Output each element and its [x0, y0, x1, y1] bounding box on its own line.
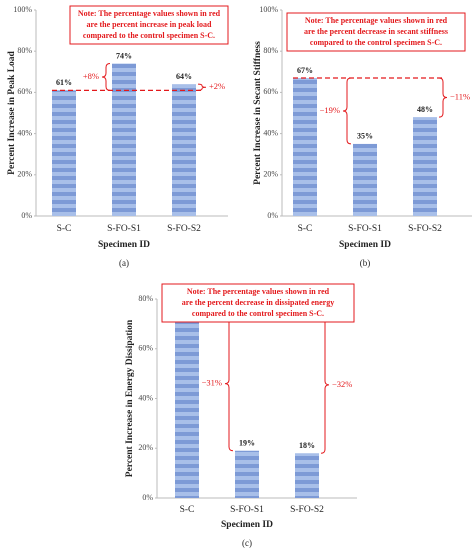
panel-caption: (a): [119, 258, 129, 268]
x-tick-label: S-C: [298, 224, 313, 234]
note-text: compared to the control specimen S-C.: [83, 31, 215, 40]
y-tick-label: 0%: [267, 211, 278, 220]
note-box: [161, 283, 355, 323]
bracket: [320, 315, 330, 454]
bracket: [438, 77, 448, 118]
y-axis-label: Percent Increase in Secant Stiffness: [253, 41, 263, 185]
annotation: +2%: [209, 81, 225, 91]
y-axis-label: Percent Increase in Peak Load: [7, 50, 17, 174]
note-box: [69, 5, 229, 45]
bar: [353, 143, 377, 216]
value-label: 48%: [417, 105, 433, 114]
x-tick-label: S-C: [57, 224, 72, 234]
x-axis-label: Specimen ID: [98, 240, 150, 250]
y-tick-label: 0%: [21, 211, 32, 220]
y-axis-label: Percent Increase in Energy Dissipation: [125, 319, 135, 477]
annotation: −11%: [450, 92, 470, 102]
x-tick-label: S-FO-S2: [408, 224, 442, 234]
bar: [413, 117, 437, 216]
bar: [172, 84, 196, 216]
note-text: are the percent increase in peak load: [87, 20, 212, 29]
annotation: −32%: [332, 379, 352, 389]
bracket: [224, 315, 234, 452]
y-tick-label: 20%: [138, 443, 153, 452]
bar: [235, 450, 259, 498]
panel-caption: (b): [360, 258, 371, 268]
value-label: 61%: [56, 78, 72, 87]
y-tick-label: 60%: [17, 87, 32, 96]
bracket: [342, 77, 352, 145]
bar: [293, 77, 317, 216]
x-tick-label: S-FO-S2: [290, 505, 324, 515]
bar: [175, 316, 199, 498]
value-label: 74%: [116, 51, 132, 60]
y-tick-label: 40%: [138, 393, 153, 402]
note-text: compared to the control specimen S-C.: [192, 309, 324, 318]
x-tick-label: S-FO-S1: [348, 224, 382, 234]
note-text: are the percent decrease in dissipated e…: [182, 298, 334, 307]
bar: [112, 63, 136, 217]
note-text: Note: The percentage values shown in red: [78, 9, 221, 18]
annotation: −31%: [202, 378, 222, 388]
x-tick-label: S-FO-S2: [167, 224, 201, 234]
x-axis-label: Specimen ID: [221, 520, 273, 530]
note-box: [286, 12, 466, 52]
x-axis-label: Specimen ID: [339, 240, 391, 250]
x-tick-label: S-FO-S1: [230, 505, 264, 515]
y-tick-label: 60%: [263, 87, 278, 96]
value-label: 64%: [176, 72, 192, 81]
bracket: [197, 83, 207, 91]
y-tick-label: 20%: [17, 170, 32, 179]
note-text: Note: The percentage values shown in red: [187, 287, 330, 296]
bracket: [101, 63, 111, 91]
y-tick-label: 60%: [138, 344, 153, 353]
annotation: +8%: [83, 71, 99, 81]
note-text: compared to the control specimen S-C.: [310, 38, 442, 47]
bar: [52, 90, 76, 216]
value-label: 18%: [299, 441, 315, 450]
y-tick-label: 40%: [263, 128, 278, 137]
value-label: 67%: [297, 66, 313, 75]
value-label: 35%: [357, 132, 373, 141]
y-tick-label: 80%: [263, 46, 278, 55]
note-text: Note: The percentage values shown in red: [305, 16, 448, 25]
y-tick-label: 80%: [17, 46, 32, 55]
y-tick-label: 100%: [259, 5, 278, 14]
x-tick-label: S-FO-S1: [107, 224, 141, 234]
y-tick-label: 20%: [263, 170, 278, 179]
value-label: 19%: [239, 439, 255, 448]
y-tick-label: 100%: [13, 5, 32, 14]
x-tick-label: S-C: [180, 505, 195, 515]
y-tick-label: 0%: [142, 493, 153, 502]
panel-caption: (c): [242, 538, 252, 548]
y-tick-label: 40%: [17, 128, 32, 137]
bar: [295, 453, 319, 498]
y-tick-label: 80%: [138, 294, 153, 303]
annotation: −19%: [320, 105, 340, 115]
note-text: are the percent decrease in secant stiff…: [304, 27, 448, 36]
